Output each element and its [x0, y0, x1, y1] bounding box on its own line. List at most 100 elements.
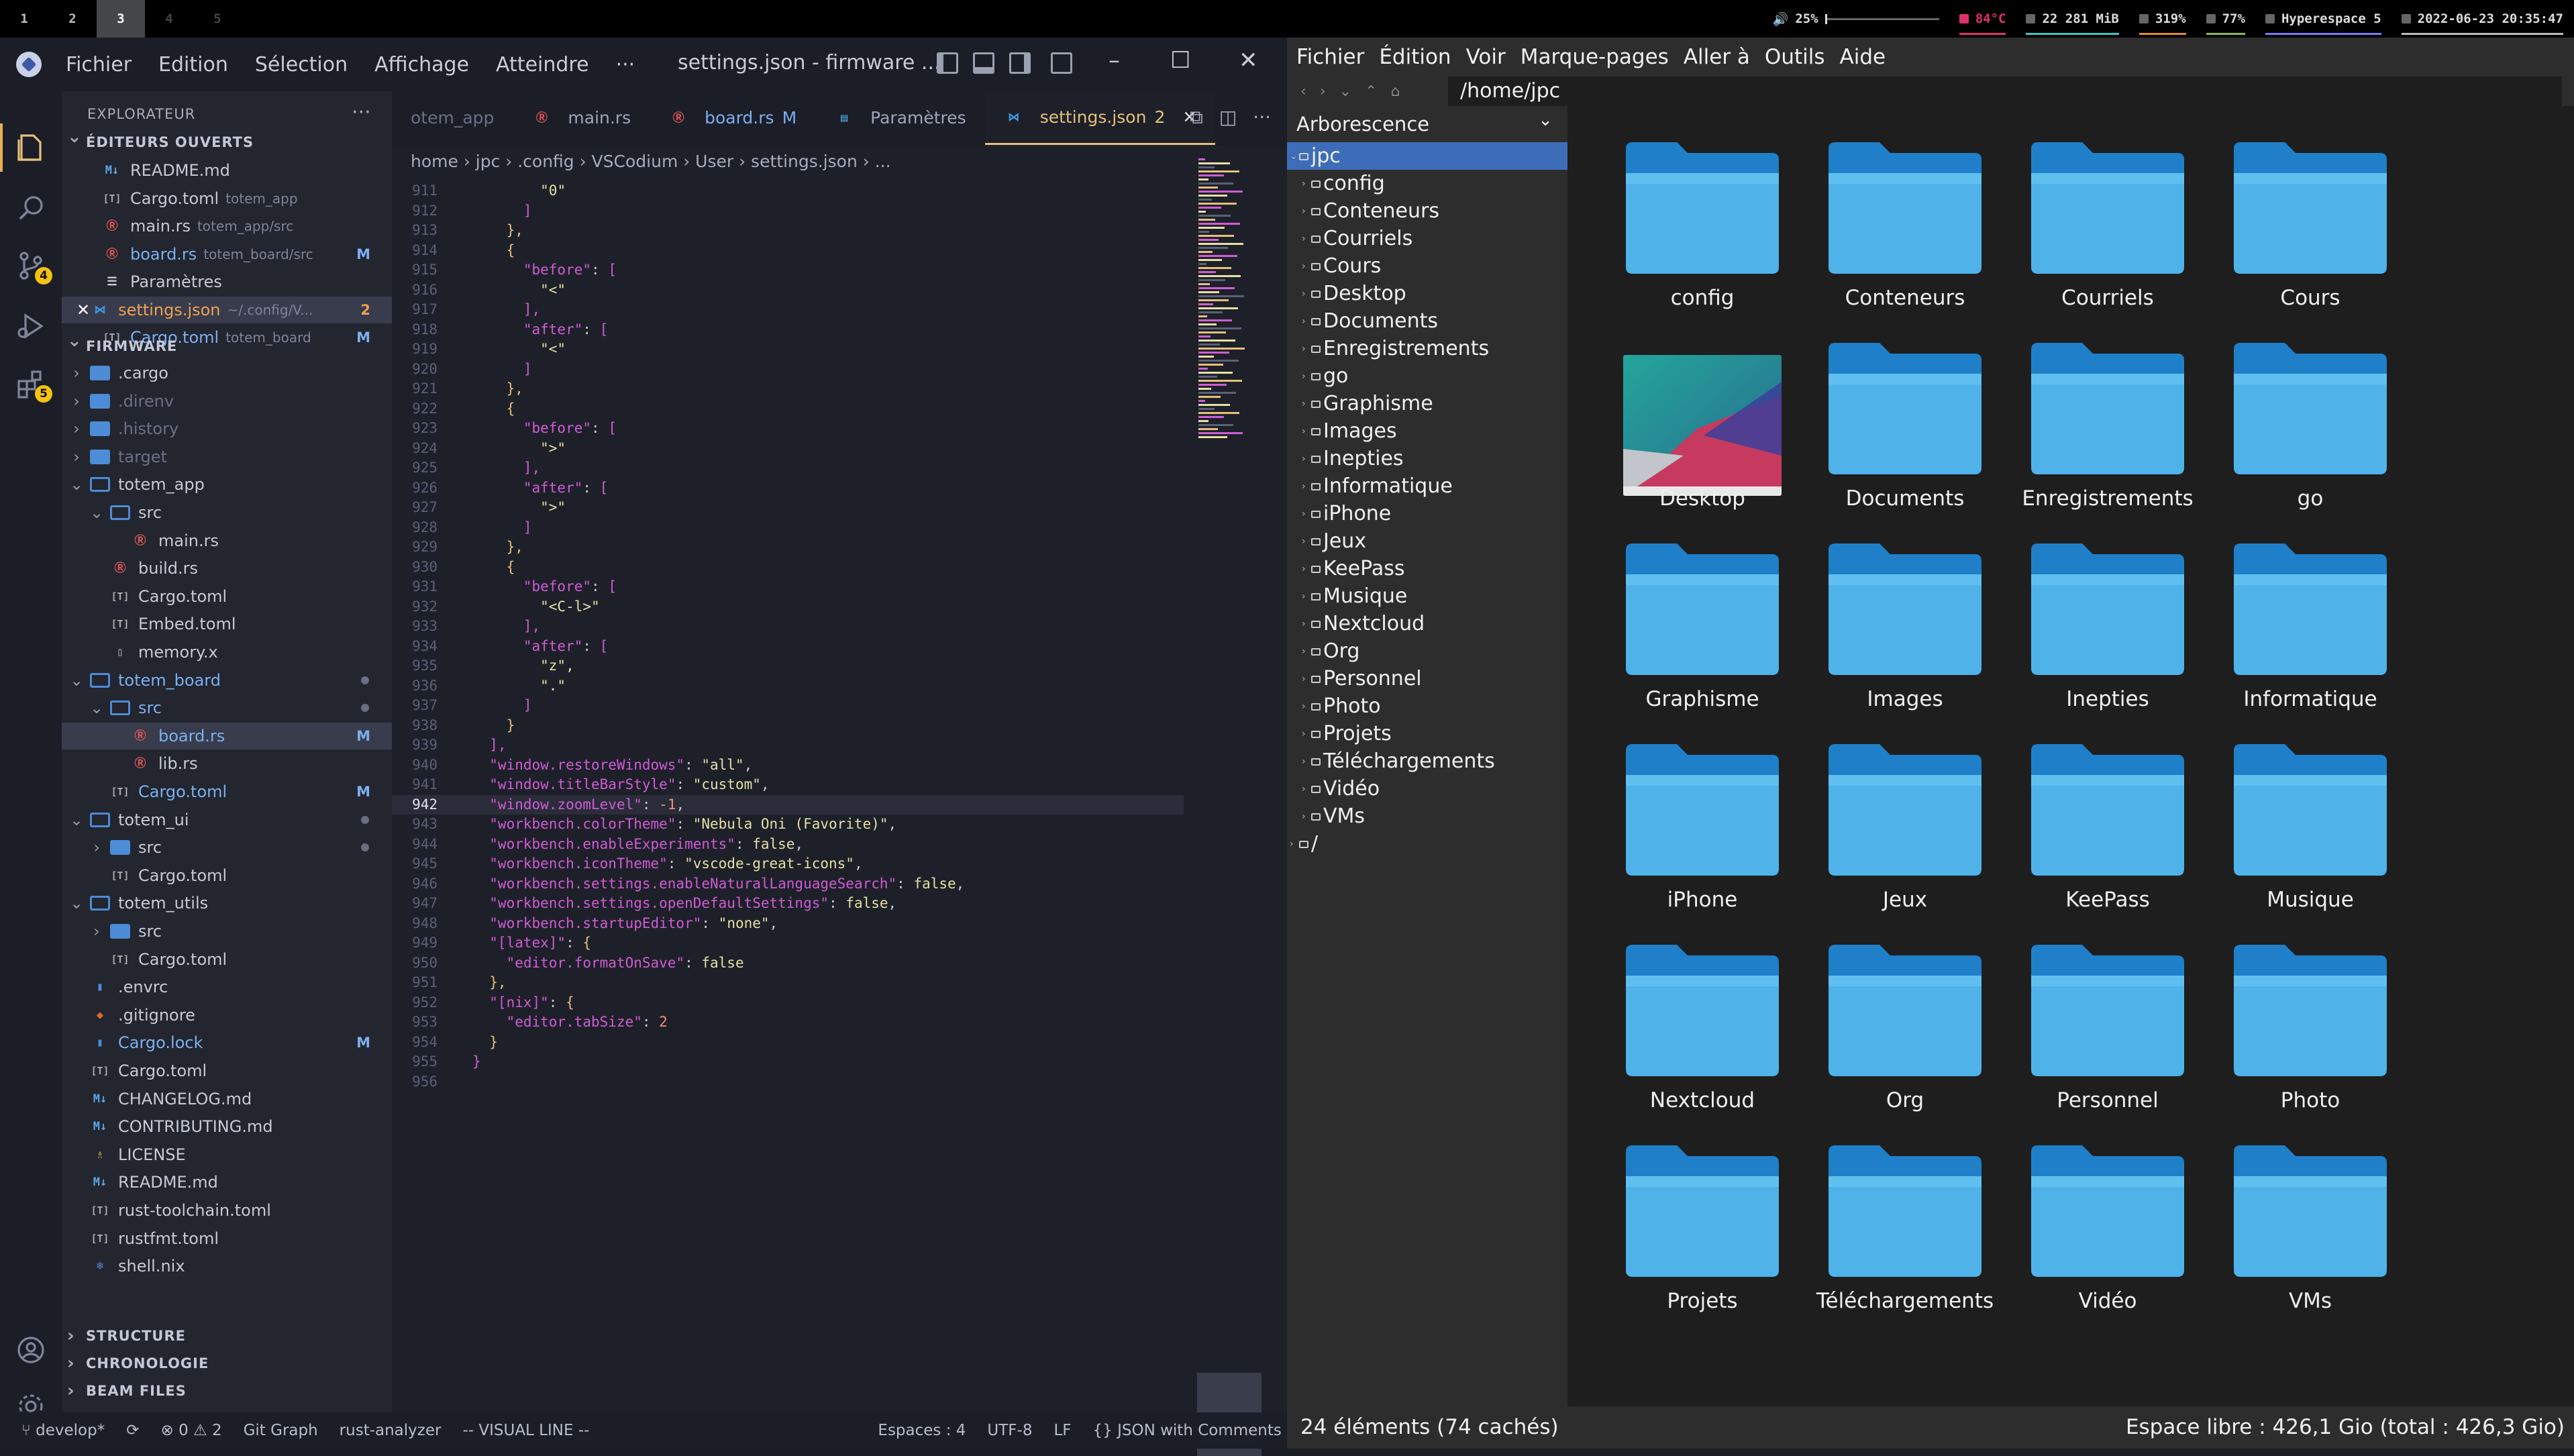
tree-node[interactable]: › Projets	[1287, 720, 1567, 747]
tree-folder[interactable]: › .history	[62, 415, 392, 442]
folder-item[interactable]: Conteneurs	[1804, 123, 2006, 325]
workspace-3[interactable]: 3	[97, 0, 145, 38]
folder-item[interactable]: VMs	[2210, 1127, 2411, 1328]
sync-button[interactable]: ⟳	[126, 1422, 140, 1439]
folder-item[interactable]: Images	[1804, 525, 2006, 726]
menu-affichage[interactable]: Affichage	[374, 52, 470, 76]
breadcrumb[interactable]: home › jpc › .config › VSCodium › User ›…	[411, 152, 891, 171]
toggle-panel-icon[interactable]	[973, 52, 994, 74]
tree-file[interactable]: [T] Embed.toml	[62, 611, 392, 637]
tree-folder[interactable]: › .cargo	[62, 360, 392, 386]
tree-node[interactable]: › Informatique	[1287, 472, 1567, 500]
folder-item[interactable]: Nextcloud	[1602, 926, 1803, 1127]
close-button[interactable]: ✕	[1239, 47, 1258, 74]
tree-node[interactable]: › Enregistrements	[1287, 335, 1567, 362]
folder-item[interactable]: Musique	[2210, 725, 2411, 927]
toggle-sidebar-icon[interactable]	[937, 52, 958, 74]
tree-node[interactable]: › go	[1287, 362, 1567, 390]
problems-status[interactable]: ⊗ 0 ⚠ 2	[160, 1422, 222, 1439]
tree-node[interactable]: › Nextcloud	[1287, 610, 1567, 637]
folder-item[interactable]: Jeux	[1804, 725, 2006, 927]
tree-file[interactable]: ♗ LICENSE	[62, 1141, 392, 1168]
tree-node[interactable]: › config	[1287, 170, 1567, 197]
parent-folder-button[interactable]: ⌃	[1365, 83, 1378, 100]
workspace-2[interactable]: 2	[68, 11, 76, 26]
open-editor-item[interactable]: ☰ Paramètres	[62, 268, 392, 295]
fm-menu-aller-[interactable]: Aller à	[1683, 45, 1750, 69]
tree-file[interactable]: [T] Cargo.toml	[62, 583, 392, 610]
folder-item[interactable]: iPhone	[1602, 725, 1803, 927]
section-chronologie[interactable]: CHRONOLOGIE	[62, 1350, 392, 1377]
search-icon[interactable]	[15, 192, 47, 224]
tree-file[interactable]: [T] Cargo.toml	[62, 1057, 392, 1084]
side-pane-mode-select[interactable]: Arborescence	[1287, 102, 1567, 142]
folder-item[interactable]: Inepties	[2007, 525, 2208, 726]
tree-file[interactable]: M↓ README.md	[62, 1169, 392, 1196]
split-editor-icon[interactable]: ◫	[1219, 106, 1237, 128]
tree-file[interactable]: ▮ Cargo.lock M	[62, 1029, 392, 1056]
fm-menu-fichier[interactable]: Fichier	[1296, 45, 1365, 69]
customize-layout-icon[interactable]	[1051, 52, 1072, 74]
history-dropdown[interactable]: ⌄	[1339, 83, 1352, 100]
explorer-more-button[interactable]: ···	[352, 101, 371, 124]
folder-item[interactable]: Cours	[2210, 123, 2411, 325]
account-icon[interactable]	[15, 1334, 47, 1366]
language-mode-status[interactable]: {} JSON with Comments	[1092, 1422, 1282, 1439]
close-editor-icon[interactable]: ✕	[76, 300, 91, 319]
indentation-status[interactable]: Espaces : 4	[878, 1422, 966, 1439]
tree-file[interactable]: M↓ CONTRIBUTING.md	[62, 1113, 392, 1140]
tree-node[interactable]: › Courriels	[1287, 225, 1567, 252]
section-structure[interactable]: STRUCTURE	[62, 1322, 392, 1349]
source-control-icon[interactable]: 4	[15, 250, 52, 284]
tree-folder[interactable]: ⌄ src	[62, 694, 392, 721]
project-section-header[interactable]: FIRMWARE	[62, 327, 392, 360]
open-editor-item[interactable]: ✕ ⋈ settings.json ~/.config/V... 2	[62, 296, 392, 323]
tree-node[interactable]: › VMs	[1287, 802, 1567, 830]
tree-node[interactable]: › Images	[1287, 417, 1567, 445]
tree-file[interactable]: ◆ .gitignore	[62, 1002, 392, 1029]
tree-folder[interactable]: ⌄ totem_ui	[62, 807, 392, 833]
editor-tab[interactable]: otem_app	[392, 91, 513, 145]
run-debug-icon[interactable]	[15, 310, 47, 342]
workspace-5[interactable]: 5	[213, 11, 221, 26]
location-bar[interactable]: /home/jpc	[1448, 76, 2562, 106]
tree-folder[interactable]: › src	[62, 918, 392, 945]
folder-item[interactable]: Vidéo	[2007, 1127, 2208, 1328]
folder-item[interactable]: Téléchargements	[1804, 1127, 2006, 1328]
workspace-1[interactable]: 1	[20, 11, 28, 26]
fm-menu-édition[interactable]: Édition	[1379, 45, 1451, 69]
tree-file[interactable]: ▯ memory.x	[62, 639, 392, 666]
folder-item[interactable]: Enregistrements	[2007, 324, 2208, 525]
tree-folder[interactable]: › src	[62, 834, 392, 861]
tree-folder[interactable]: ⌄ src	[62, 499, 392, 526]
tree-node[interactable]: › Documents	[1287, 307, 1567, 335]
tree-folder[interactable]: › .direnv	[62, 388, 392, 415]
folder-item[interactable]: Photo	[2210, 926, 2411, 1127]
menu-more[interactable]: ···	[615, 52, 635, 76]
close-tab-icon[interactable]: ✕	[1182, 107, 1197, 127]
folder-item[interactable]: Projets	[1602, 1127, 1803, 1328]
editor-tab[interactable]: ⋈ settings.json 2 ✕	[984, 91, 1216, 145]
rust-analyzer-status[interactable]: rust-analyzer	[339, 1422, 442, 1439]
tree-file[interactable]: [T] Cargo.toml	[62, 862, 392, 889]
tree-file[interactable]: [T] Cargo.toml M	[62, 778, 392, 805]
open-editors-section-header[interactable]: ÉDITEURS OUVERTS	[62, 123, 392, 156]
minimap[interactable]	[1184, 158, 1278, 1456]
fm-menu-marque-pages[interactable]: Marque-pages	[1520, 45, 1669, 69]
back-button[interactable]: ‹	[1300, 83, 1306, 100]
menu-atteindre[interactable]: Atteindre	[496, 52, 589, 76]
eol-status[interactable]: LF	[1053, 1422, 1072, 1439]
encoding-status[interactable]: UTF-8	[987, 1422, 1033, 1439]
tree-file[interactable]: [T] rustfmt.toml	[62, 1225, 392, 1252]
tree-node[interactable]: › Cours	[1287, 252, 1567, 280]
section-beam-files[interactable]: BEAM FILES	[62, 1377, 392, 1404]
tree-node[interactable]: › Musique	[1287, 582, 1567, 610]
